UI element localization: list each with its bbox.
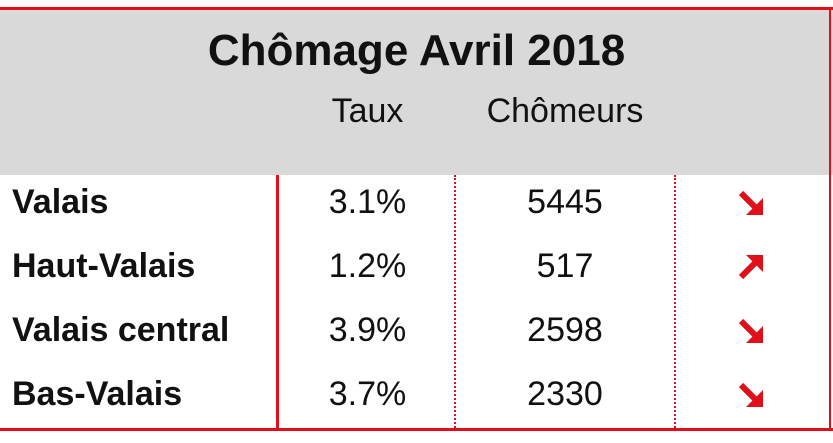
rate-value: 3.7% xyxy=(328,375,407,413)
column-divider xyxy=(454,175,456,428)
arrow-down-right-icon xyxy=(736,380,766,410)
count-value: 2598 xyxy=(527,311,603,349)
rate-value: 1.2% xyxy=(328,247,407,285)
rate-value: 3.1% xyxy=(328,183,407,221)
rate-value: 3.9% xyxy=(328,311,407,349)
right-border xyxy=(829,10,831,428)
table-row: Valais 3.1% 5445 xyxy=(0,170,833,234)
table-header: Chômage Avril 2018 Taux Chômeurs xyxy=(0,10,833,175)
column-header-rate: Taux xyxy=(331,92,404,130)
arrow-down-right-icon xyxy=(736,188,766,218)
count-value: 5445 xyxy=(527,183,603,221)
table-row: Bas-Valais 3.7% 2330 xyxy=(0,362,833,426)
region-name: Bas-Valais xyxy=(12,375,183,413)
arrow-up-right-icon xyxy=(736,252,766,282)
column-header-count: Chômeurs xyxy=(486,92,644,130)
region-name: Valais central xyxy=(12,311,230,349)
bottom-rule xyxy=(0,428,833,431)
arrow-down-right-icon xyxy=(736,316,766,346)
column-divider xyxy=(674,175,676,428)
region-name: Haut-Valais xyxy=(12,247,196,285)
region-name: Valais xyxy=(12,183,109,221)
count-value: 517 xyxy=(536,247,594,285)
top-rule xyxy=(0,7,833,10)
table-row: Haut-Valais 1.2% 517 xyxy=(0,234,833,298)
table-title: Chômage Avril 2018 xyxy=(207,26,626,75)
table-row: Valais central 3.9% 2598 xyxy=(0,298,833,362)
column-divider xyxy=(276,175,279,428)
count-value: 2330 xyxy=(527,375,603,413)
